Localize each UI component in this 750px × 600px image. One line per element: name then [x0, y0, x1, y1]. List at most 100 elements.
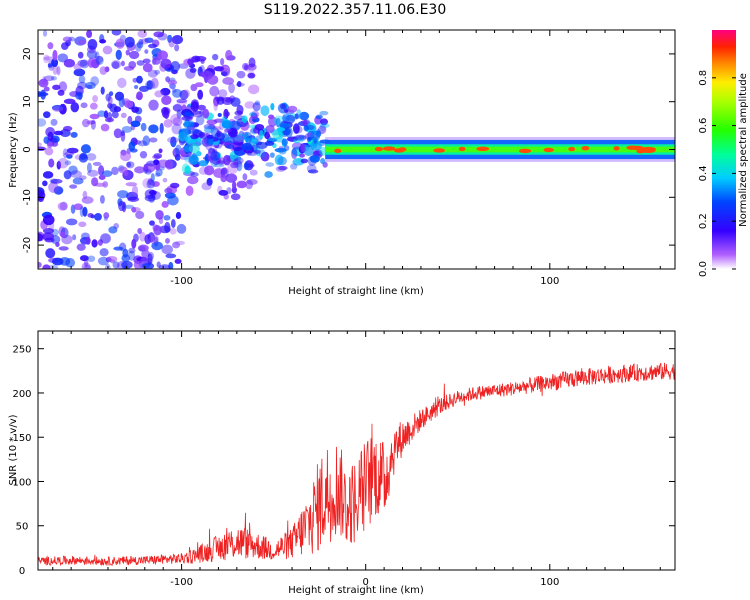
spectral-blob: [264, 131, 271, 140]
spectral-blob: [141, 38, 149, 45]
spectral-blob: [153, 159, 160, 166]
spectral-blob: [92, 94, 99, 103]
spectral-blob: [57, 157, 69, 169]
snr-panel: -100 0 100 0 50 100 150 200 250 Height of straig…: [8, 330, 676, 596]
spectral-blob: [149, 137, 158, 143]
snr-y-tick-label: 50: [16, 522, 29, 533]
spectral-blob: [236, 70, 246, 79]
spectral-blob: [70, 102, 80, 113]
spectral-blob: [120, 151, 132, 162]
spectral-blob: [159, 166, 165, 171]
spectral-blob: [153, 31, 164, 38]
spectral-blob: [259, 129, 264, 140]
spectral-blob: [265, 125, 275, 133]
spectral-blob: [97, 110, 107, 117]
spectral-blob: [151, 241, 163, 251]
spectral-blob: [228, 82, 235, 94]
spectral-blob: [47, 63, 53, 68]
spectral-blob: [106, 256, 118, 263]
spectral-blob: [77, 51, 84, 59]
spectral-blob: [194, 82, 204, 88]
spectral-blob: [38, 91, 43, 98]
spectral-blob: [154, 90, 164, 98]
snr-x-label: Height of straight line (km): [288, 585, 424, 596]
spectral-blob: [85, 81, 96, 90]
spectral-blob: [294, 113, 299, 120]
spectral-blob: [86, 162, 92, 173]
spectral-blob: [53, 130, 64, 136]
spectral-blob: [190, 134, 199, 140]
spectral-blob: [43, 56, 55, 61]
colorbar-tick-label: 0.0: [698, 261, 709, 277]
spectral-blob: [90, 76, 100, 86]
spectral-blob: [223, 108, 229, 120]
spectral-blob: [149, 220, 155, 226]
spectral-blob: [105, 117, 114, 123]
colorbar-gradient: [712, 30, 736, 269]
spectral-blob: [206, 136, 214, 147]
snr-x-tick-label: 100: [540, 577, 559, 588]
spectral-blob: [184, 111, 194, 117]
spectrogram-heatmap: [38, 30, 675, 269]
spectral-blob: [142, 178, 153, 189]
spectral-blob: [264, 140, 275, 146]
spectral-blob: [300, 119, 311, 126]
spectral-blob: [148, 43, 158, 49]
spectral-blob: [144, 37, 154, 44]
spectral-blob: [187, 58, 194, 66]
spectral-blob: [300, 135, 307, 140]
spectral-blob: [62, 148, 68, 159]
spectral-blob: [161, 244, 173, 255]
spectral-blob: [230, 97, 241, 107]
spectral-blob: [153, 153, 163, 159]
spectral-blob: [307, 169, 319, 174]
spectral-blob: [38, 146, 46, 152]
figure-title: S119.2022.357.11.06.E30: [264, 2, 447, 18]
spectral-blob: [164, 221, 171, 233]
spectral-blob: [108, 226, 118, 234]
spectral-blob: [278, 165, 288, 171]
spectral-blob: [148, 124, 159, 134]
spectral-blob: [154, 172, 161, 177]
band-peak: [626, 145, 639, 150]
snr-y-label: SNR (10 * v/v): [8, 414, 19, 485]
spectral-blob: [139, 231, 146, 242]
spectral-blob: [171, 35, 184, 45]
colorbar-tick-label: 0.6: [698, 118, 709, 134]
spectral-blob: [136, 75, 143, 84]
spectral-blob: [270, 103, 275, 111]
spectral-blob: [102, 45, 113, 55]
spectral-blob: [118, 200, 126, 212]
spectral-blob: [121, 126, 133, 133]
spectral-blob: [120, 112, 127, 119]
spectral-blob: [201, 70, 213, 80]
spectral-blob: [80, 102, 88, 109]
spectral-blob: [89, 113, 100, 120]
spectral-blob: [87, 169, 99, 177]
spectral-blob: [245, 135, 252, 145]
spectral-blob: [179, 89, 189, 100]
spectral-blob: [73, 68, 86, 77]
spectral-blob: [243, 162, 250, 171]
spectral-blob: [236, 180, 247, 189]
spectral-blob: [220, 174, 227, 183]
spectral-blob: [244, 101, 255, 109]
spectral-blob: [210, 151, 221, 161]
spectral-blob: [284, 108, 289, 113]
spectral-blob: [310, 140, 322, 151]
spectral-blob: [176, 109, 182, 119]
spectral-blob: [184, 143, 190, 155]
spectral-blob: [236, 81, 242, 88]
spectral-blob: [176, 98, 188, 104]
spectral-blob: [128, 247, 136, 254]
spectral-blob: [140, 122, 147, 132]
spectral-blob: [246, 150, 252, 156]
colorbar-tick-label: 0.8: [698, 70, 709, 86]
spectral-blob: [170, 182, 180, 189]
spectrogram-x-tick-label: -100: [170, 276, 193, 287]
spectral-blob: [55, 242, 60, 247]
spectral-blob: [175, 211, 182, 220]
spectral-blob: [268, 114, 275, 120]
spectral-blob: [277, 156, 287, 166]
